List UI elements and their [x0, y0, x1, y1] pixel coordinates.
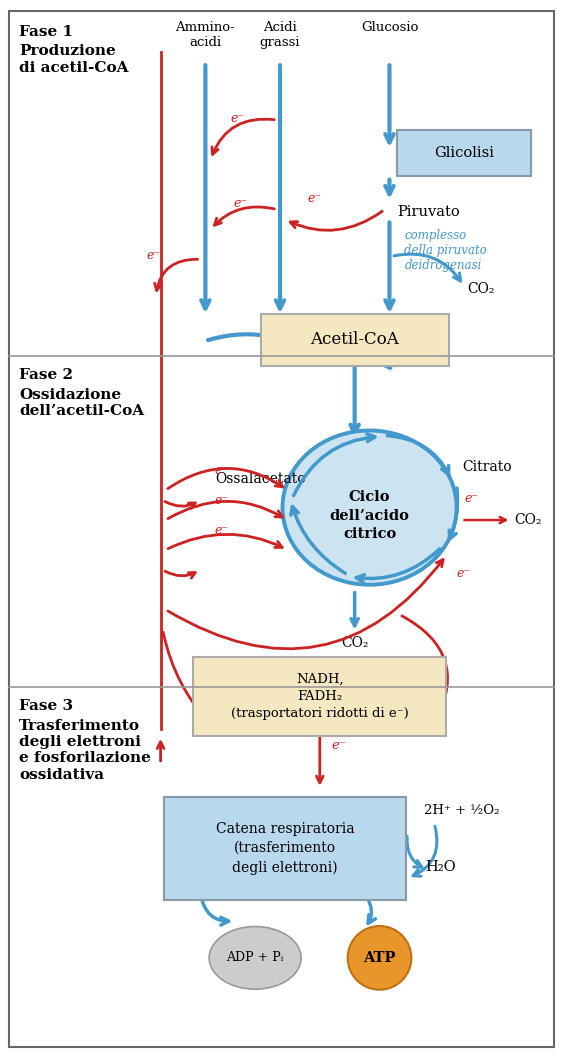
Text: e⁻: e⁻: [308, 191, 322, 204]
FancyBboxPatch shape: [10, 11, 553, 1047]
Text: NADH,
FADH₂
(trasportatori ridotti di e⁻): NADH, FADH₂ (trasportatori ridotti di e⁻…: [231, 673, 409, 720]
Text: CO₂: CO₂: [515, 513, 542, 527]
Text: Ossidazione
dell’acetil-CoA: Ossidazione dell’acetil-CoA: [19, 387, 145, 418]
FancyBboxPatch shape: [261, 314, 449, 366]
Text: Citrato: Citrato: [463, 460, 512, 474]
Ellipse shape: [209, 927, 301, 989]
Text: CO₂: CO₂: [341, 637, 368, 651]
Text: ADP + Pᵢ: ADP + Pᵢ: [226, 951, 284, 965]
FancyBboxPatch shape: [194, 657, 446, 736]
Text: Produzione
di acetil-CoA: Produzione di acetil-CoA: [19, 44, 129, 75]
Text: Fase 3: Fase 3: [19, 699, 73, 713]
Text: 2H⁺ + ½O₂: 2H⁺ + ½O₂: [425, 804, 500, 817]
Text: CO₂: CO₂: [467, 282, 494, 296]
Text: e⁻: e⁻: [457, 567, 471, 580]
Text: complesso
della piruvato
deidrogenasi: complesso della piruvato deidrogenasi: [404, 230, 487, 273]
Text: e⁻: e⁻: [146, 250, 160, 262]
Text: e⁻: e⁻: [215, 464, 229, 477]
Ellipse shape: [283, 431, 457, 585]
FancyBboxPatch shape: [397, 130, 531, 176]
Text: Trasferimento
degli elettroni
e fosforilazione
ossidativa: Trasferimento degli elettroni e fosforil…: [19, 719, 151, 782]
Text: Catena respiratoria
(trasferimento
degli elettroni): Catena respiratoria (trasferimento degli…: [216, 822, 354, 875]
Text: e⁻: e⁻: [215, 494, 229, 507]
Text: Acetil-CoA: Acetil-CoA: [310, 331, 399, 348]
Text: e⁻: e⁻: [230, 112, 244, 125]
Text: Fase 2: Fase 2: [19, 368, 73, 382]
Text: e⁻: e⁻: [464, 492, 479, 505]
Text: e⁻: e⁻: [332, 738, 347, 752]
Text: Fase 1: Fase 1: [19, 24, 73, 38]
Text: Piruvato: Piruvato: [397, 204, 460, 219]
Text: Glicolisi: Glicolisi: [434, 146, 494, 160]
Text: e⁻: e⁻: [233, 197, 247, 209]
Text: Ciclo
dell’acido
citrico: Ciclo dell’acido citrico: [329, 490, 409, 541]
Text: ATP: ATP: [363, 951, 396, 965]
Circle shape: [348, 926, 412, 989]
Text: Glucosio: Glucosio: [361, 20, 418, 34]
Text: H₂O: H₂O: [425, 860, 456, 874]
Text: Ossalacetato: Ossalacetato: [215, 472, 306, 487]
Text: Acidi
grassi: Acidi grassi: [260, 20, 300, 49]
FancyBboxPatch shape: [164, 797, 406, 900]
Text: e⁻: e⁻: [215, 524, 229, 537]
Text: Ammino-
acidi: Ammino- acidi: [176, 20, 235, 49]
